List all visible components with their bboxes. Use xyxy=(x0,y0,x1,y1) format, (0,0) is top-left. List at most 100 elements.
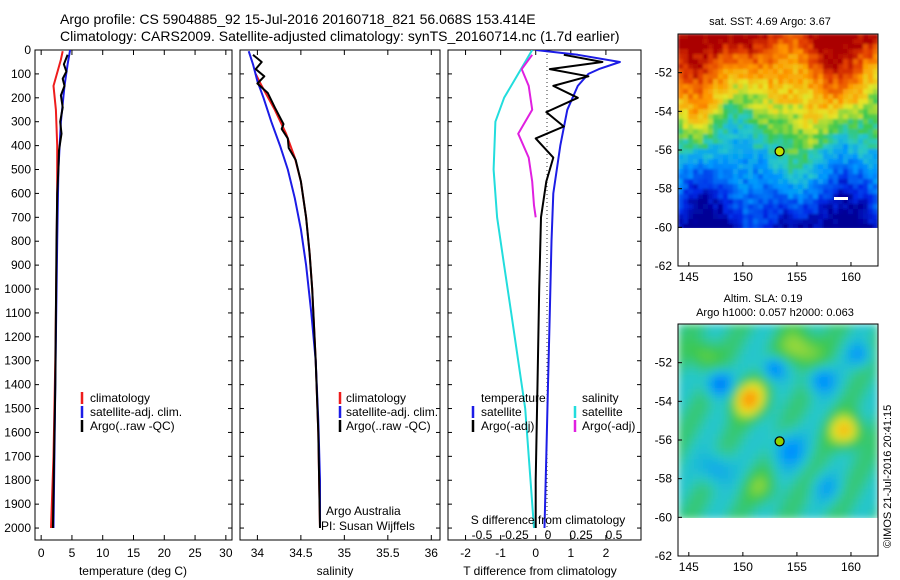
sst-cell xyxy=(813,99,819,105)
sst-cell xyxy=(833,204,839,210)
sst-cell xyxy=(873,169,878,175)
sla-cell xyxy=(788,344,794,350)
sst-cell xyxy=(753,189,759,195)
sst-cell xyxy=(823,129,829,135)
sla-cell xyxy=(833,364,839,370)
sst-cell xyxy=(873,224,878,228)
sla-cell xyxy=(838,474,844,480)
sla-cell xyxy=(773,329,779,335)
sst-cell xyxy=(803,124,809,130)
sst-cell xyxy=(763,149,769,155)
sst-cell xyxy=(843,109,849,115)
sst-cell xyxy=(698,99,704,105)
sla-cell xyxy=(778,454,784,460)
sla-cell xyxy=(703,474,709,480)
sla-cell xyxy=(838,369,844,375)
sla-cell xyxy=(728,439,734,445)
sla-cell xyxy=(728,419,734,425)
sla-cell xyxy=(783,474,789,480)
sla-cell xyxy=(798,409,804,415)
sla-cell xyxy=(703,499,709,505)
sst-cell xyxy=(798,89,804,95)
sst-cell xyxy=(843,79,849,85)
sst-cell xyxy=(728,124,734,130)
sst-cell xyxy=(818,199,824,205)
sla-cell xyxy=(743,474,749,480)
sst-cell xyxy=(713,109,719,115)
sst-cell xyxy=(808,69,814,75)
sst-cell xyxy=(758,44,764,50)
sla-cell xyxy=(768,444,774,450)
sla-cell xyxy=(848,329,854,335)
sla-cell xyxy=(783,349,789,355)
sst-cell xyxy=(833,189,839,195)
sst-cell xyxy=(723,149,729,155)
sst-cell xyxy=(758,169,764,175)
sla-cell xyxy=(873,454,878,460)
sla-cell xyxy=(713,474,719,480)
sst-cell xyxy=(768,214,774,220)
sst-cell xyxy=(873,149,878,155)
sla-cell xyxy=(738,379,744,385)
sla-cell xyxy=(823,479,829,485)
sla-cell xyxy=(843,344,849,350)
sst-cell xyxy=(703,139,709,145)
sla-cell xyxy=(853,329,859,335)
sla-cell xyxy=(718,474,724,480)
sst-cell xyxy=(698,149,704,155)
sst-cell xyxy=(763,214,769,220)
sla-cell xyxy=(863,514,869,518)
sla-cell xyxy=(838,344,844,350)
sla-cell xyxy=(808,329,814,335)
sst-cell xyxy=(808,119,814,125)
sst-cell xyxy=(828,154,834,160)
x-tick-label: 2 xyxy=(603,546,610,560)
sla-cell xyxy=(833,444,839,450)
sst-cell xyxy=(793,134,799,140)
sla-cell xyxy=(763,374,769,380)
sla-cell xyxy=(743,399,749,405)
sla-cell xyxy=(678,334,684,340)
sst-cell xyxy=(713,104,719,110)
difference-panel: -2 -1 0 1 2 S difference from climatology -0… xyxy=(447,49,642,578)
sla-cell xyxy=(803,509,809,515)
sla-cell xyxy=(868,404,874,410)
sla-cell xyxy=(693,334,699,340)
sst-cell xyxy=(688,179,694,185)
sla-cell xyxy=(788,389,794,395)
sst-cell xyxy=(853,79,859,85)
sst-cell xyxy=(753,64,759,70)
sla-cell xyxy=(783,329,789,335)
sst-cell xyxy=(858,84,864,90)
sst-cell xyxy=(863,64,869,70)
sst-cell xyxy=(833,49,839,55)
sst-cell xyxy=(733,69,739,75)
sla-cell xyxy=(838,494,844,500)
sst-cell xyxy=(743,134,749,140)
sst-cell xyxy=(793,224,799,228)
sla-cell xyxy=(743,489,749,495)
sla-cell xyxy=(713,509,719,515)
sst-cell xyxy=(693,79,699,85)
sla-cell xyxy=(848,464,854,470)
sla-cell xyxy=(838,354,844,360)
sst-cell xyxy=(773,39,779,45)
sst-cell xyxy=(718,124,724,130)
sst-cell xyxy=(833,64,839,70)
sst-cell xyxy=(868,144,874,150)
sst-cell xyxy=(748,144,754,150)
sst-cell xyxy=(753,54,759,60)
sst-cell xyxy=(798,134,804,140)
sst-cell xyxy=(803,94,809,100)
sst-cell xyxy=(788,69,794,75)
sla-cell xyxy=(703,514,709,518)
sla-cell xyxy=(723,339,729,345)
sla-cell xyxy=(858,474,864,480)
sla-cell xyxy=(758,454,764,460)
sla-cell xyxy=(723,329,729,335)
sla-cell xyxy=(703,324,709,330)
sla-cell xyxy=(773,404,779,410)
sla-cell xyxy=(693,419,699,425)
sst-cell xyxy=(773,44,779,50)
sst-cell xyxy=(793,169,799,175)
